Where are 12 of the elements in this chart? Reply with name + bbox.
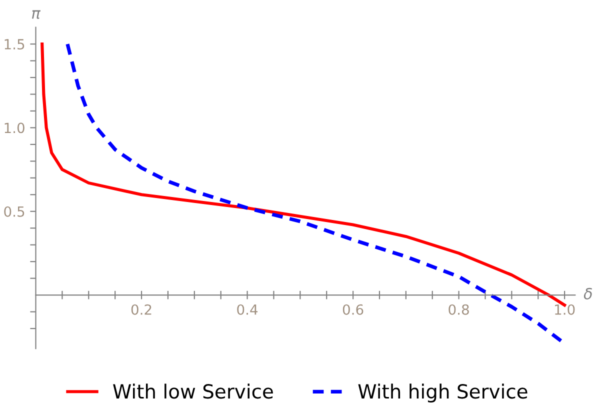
x-tick-label: 0.6 xyxy=(342,304,364,315)
x-tick-label: 1.0 xyxy=(555,304,575,315)
y-axis-title: π xyxy=(32,10,41,19)
x-tick-label: 0.4 xyxy=(237,304,258,315)
y-tick-label: 0.5 xyxy=(4,206,24,217)
legend-label: With low Service xyxy=(113,384,273,399)
x-tick-label: 0.8 xyxy=(448,304,469,315)
x-tick-label: 0.2 xyxy=(131,304,152,315)
y-tick-label: 1.0 xyxy=(4,122,24,134)
x-axis-title: δ xyxy=(584,288,592,300)
y-tick-label: 1.5 xyxy=(4,39,24,50)
legend-label: With high Service xyxy=(358,384,528,402)
